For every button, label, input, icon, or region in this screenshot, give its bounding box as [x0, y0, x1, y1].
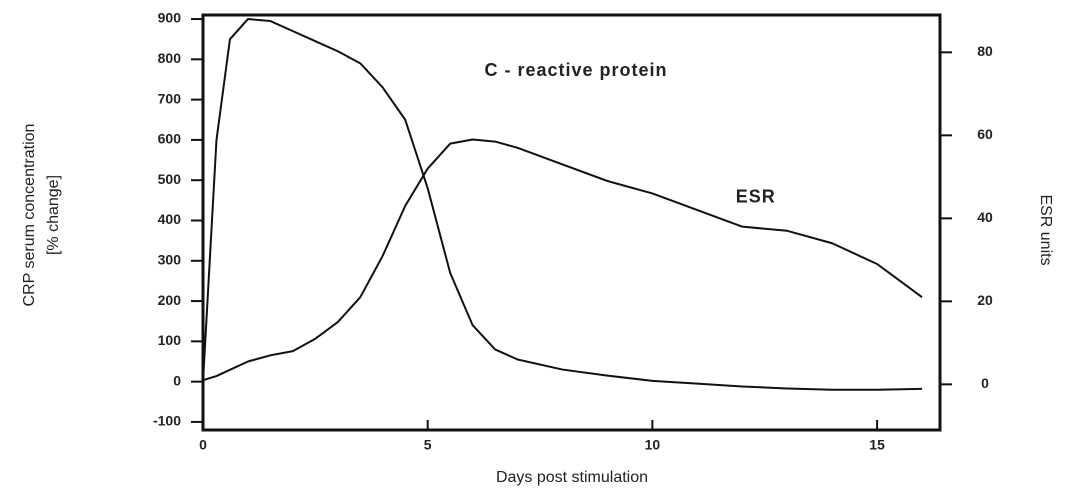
y-axis-title: CRP serum concentration	[21, 124, 38, 307]
y2-tick-label: 80	[977, 43, 993, 59]
annotation: ESR	[736, 186, 776, 206]
y-tick-label: 400	[158, 211, 182, 227]
plot-frame	[201, 13, 942, 432]
x-axis-title: Days post stimulation	[496, 469, 648, 486]
y-tick-label: 600	[158, 131, 182, 147]
y-tick-label: -100	[153, 413, 181, 429]
x-tick-label: 10	[645, 437, 661, 453]
annotation: C - reactive protein	[484, 60, 667, 80]
y-tick-label: 700	[158, 90, 182, 106]
y-tick-label: 800	[158, 50, 182, 66]
data-line	[202, 18, 923, 391]
y-tick-label: 0	[173, 372, 181, 388]
x-tick-label: 5	[424, 437, 432, 453]
data-line	[202, 138, 923, 382]
x-tick-label: 0	[199, 437, 207, 453]
y-tick-label: 100	[158, 332, 182, 348]
y-tick-label: 500	[158, 171, 182, 187]
y2-tick-label: 60	[977, 126, 993, 142]
y2-axis-title: ESR units	[1037, 194, 1054, 265]
x-tick-label: 15	[869, 437, 885, 453]
y-tick-label: 900	[158, 10, 182, 26]
y-axis-title: [% change]	[45, 175, 62, 255]
y2-tick-label: 40	[977, 209, 993, 225]
y2-tick-label: 20	[977, 292, 993, 308]
y-tick-label: 300	[158, 251, 182, 267]
y-tick-label: 200	[158, 292, 182, 308]
y2-tick-label: 0	[981, 375, 989, 391]
